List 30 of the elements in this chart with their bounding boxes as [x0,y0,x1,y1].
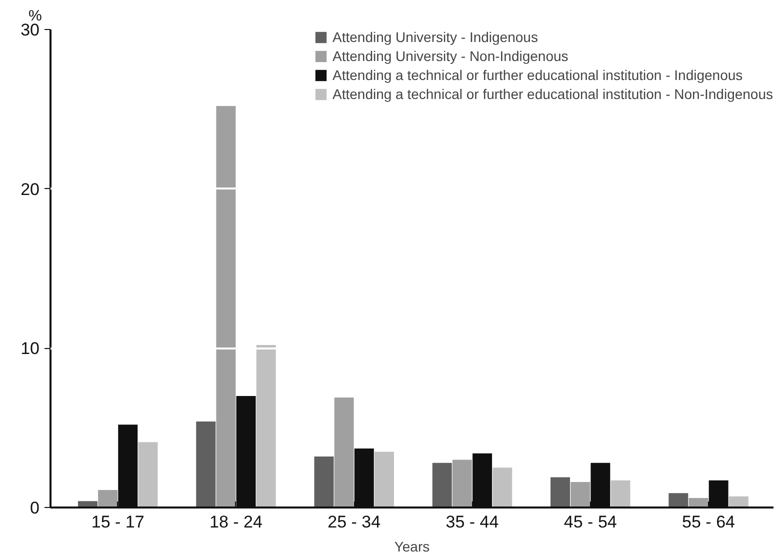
bar [550,477,570,508]
x-tick-label: 15 - 17 [91,512,144,532]
bar [216,106,236,508]
bar [314,456,334,508]
bar [570,482,590,508]
bar [492,468,512,508]
legend-label: Attending a technical or further educational institution - Non-Indigenous [332,86,773,102]
bar [668,493,688,508]
bar [196,421,216,508]
legend-label: Attending a technical or further educational institution - Indigenous [332,67,743,83]
bar [138,442,158,508]
x-tick-label: 18 - 24 [210,512,262,532]
x-tick-label: 55 - 64 [682,512,735,532]
bar [610,480,630,508]
y-tick-label: 20 [20,180,40,199]
legend-label: Attending University - Non-Indigenous [332,48,568,64]
y-tick-label: 0 [30,498,40,518]
bar [256,344,276,508]
legend-label: Attending University - Indigenous [332,29,538,45]
x-tick-label: 35 - 44 [446,512,499,532]
bar [432,462,452,508]
x-tick-label: 45 - 54 [564,512,617,532]
y-tick-label: 10 [20,339,40,358]
x-tick-label: 25 - 34 [328,512,381,532]
bar [374,452,394,508]
bar [728,496,748,508]
bar [334,398,354,508]
bar [452,460,472,508]
bar [98,490,118,508]
x-axis-title: Years [394,538,430,554]
